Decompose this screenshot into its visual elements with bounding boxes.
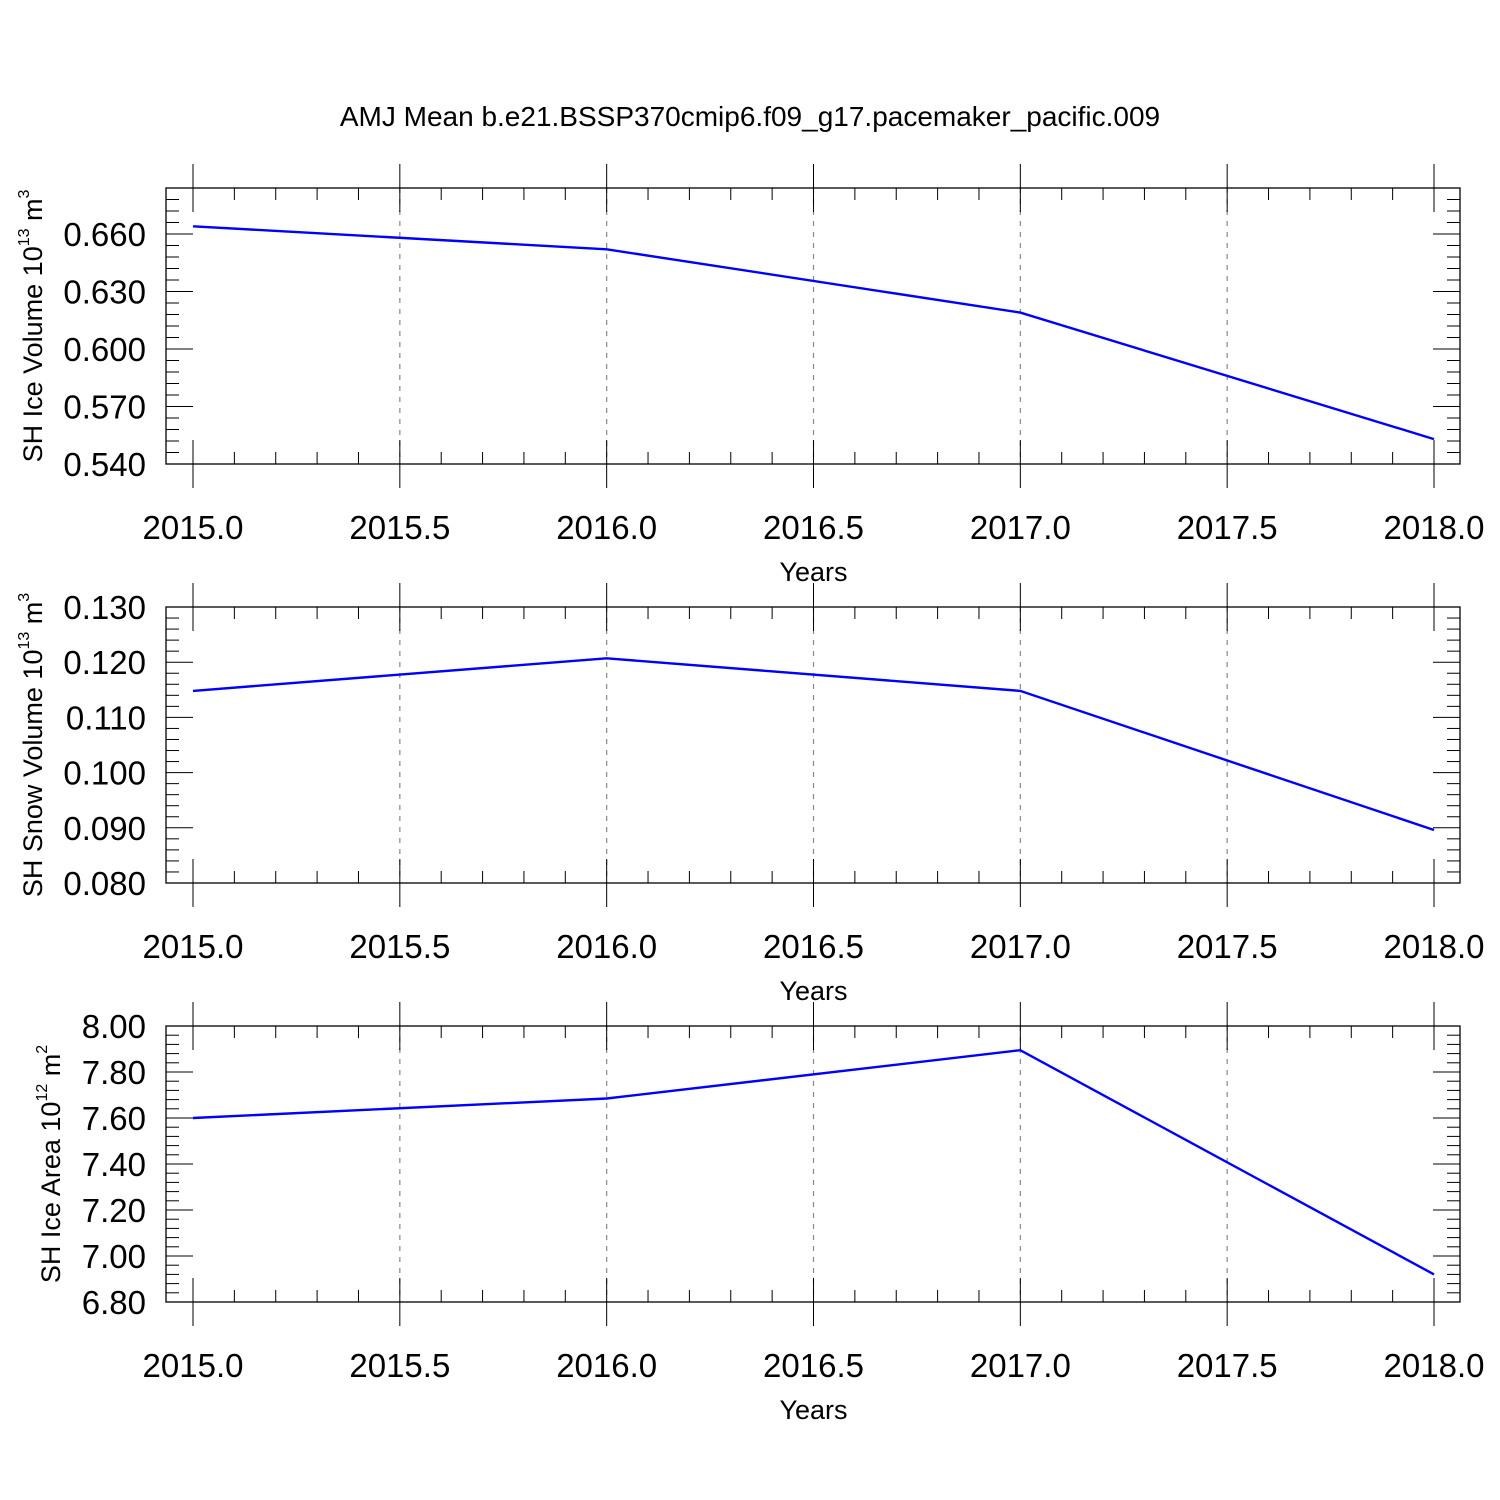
- y-tick-label: 0.100: [63, 755, 146, 792]
- y-axis-label: SH Ice Volume 1013 m3: [16, 189, 48, 462]
- series-line: [192, 1048, 1435, 1276]
- series-line: [192, 657, 1435, 832]
- y-axis-label-text: SH Ice Volume 10: [18, 246, 48, 462]
- x-tick-label: 2017.5: [1177, 509, 1278, 546]
- y-axis-label-unit-exponent: 2: [34, 1045, 51, 1054]
- y-tick-label: 0.080: [63, 865, 146, 902]
- y-tick-label: 8.00: [82, 1008, 146, 1045]
- x-tick-label: 2016.0: [556, 928, 657, 965]
- y-tick-label: 0.540: [63, 446, 146, 483]
- y-tick-label: 7.80: [82, 1054, 146, 1091]
- x-tick-label: 2017.5: [1177, 928, 1278, 965]
- y-tick-label: 0.600: [63, 331, 146, 368]
- chart-panel-3: 2015.0 2015.5 2016.0 2016.5 2017.0 2017.5 2018…: [34, 1002, 1484, 1425]
- y-tick-label: 0.570: [63, 389, 146, 426]
- y-axis-label-exponent: 13: [16, 632, 33, 650]
- y-tick-label: 0.130: [63, 589, 146, 626]
- x-axis-label: Years: [779, 557, 847, 587]
- y-axis-label-unit-exponent: 3: [16, 189, 33, 198]
- y-axis-label-unit-exponent: 3: [16, 593, 33, 602]
- x-tick-label: 2017.0: [970, 509, 1071, 546]
- x-tick-label: 2016.0: [556, 1347, 657, 1384]
- y-tick-label: 0.630: [63, 274, 146, 311]
- y-tick-label: 0.120: [63, 644, 146, 681]
- chart-panel-1: 2015.0 2015.5 2016.0 2016.5 2017.0 2017.5 2018…: [16, 164, 1484, 587]
- series-line: [192, 225, 1435, 441]
- y-axis-label-unit: m: [18, 602, 48, 632]
- x-tick-label: 2016.5: [763, 1347, 864, 1384]
- y-axis-label-text: SH Ice Area 10: [36, 1102, 66, 1284]
- y-tick-label: 0.090: [63, 810, 146, 847]
- y-axis-label-exponent: 12: [34, 1084, 51, 1102]
- figure-title: AMJ Mean b.e21.BSSP370cmip6.f09_g17.pace…: [340, 101, 1160, 132]
- x-tick-label: 2017.0: [970, 928, 1071, 965]
- y-axis-label: SH Ice Area 1012 m2: [34, 1045, 66, 1283]
- x-tick-label: 2016.5: [763, 928, 864, 965]
- y-axis-label-text: SH Snow Volume 10: [18, 650, 48, 898]
- x-tick-label: 2017.5: [1177, 1347, 1278, 1384]
- y-tick-label: 6.80: [82, 1284, 146, 1321]
- y-tick-label: 0.110: [66, 699, 146, 736]
- x-tick-label: 2015.5: [349, 928, 450, 965]
- x-tick-label: 2015.0: [143, 928, 244, 965]
- x-tick-label: 2018.0: [1384, 928, 1485, 965]
- y-axis-label-unit: m: [36, 1054, 66, 1084]
- y-tick-label: 7.60: [82, 1100, 146, 1137]
- y-tick-label: 7.20: [82, 1192, 146, 1229]
- x-tick-label: 2017.0: [970, 1347, 1071, 1384]
- x-axis-label: Years: [779, 1395, 847, 1425]
- y-tick-label: 0.660: [63, 216, 146, 253]
- y-tick-label: 7.40: [82, 1146, 146, 1183]
- x-tick-label: 2018.0: [1384, 1347, 1485, 1384]
- x-axis-label: Years: [779, 976, 847, 1006]
- x-tick-label: 2016.0: [556, 509, 657, 546]
- chart-panel-2: 2015.0 2015.5 2016.0 2016.5 2017.0 2017.5 2018…: [16, 583, 1484, 1006]
- y-axis-label-unit: m: [18, 198, 48, 228]
- x-tick-label: 2015.0: [143, 1347, 244, 1384]
- panels: 2015.0 2015.5 2016.0 2016.5 2017.0 2017.5 2018…: [16, 164, 1484, 1425]
- x-tick-label: 2016.5: [763, 509, 864, 546]
- x-tick-label: 2015.5: [349, 1347, 450, 1384]
- x-tick-label: 2015.5: [349, 509, 450, 546]
- x-tick-label: 2015.0: [143, 509, 244, 546]
- x-tick-label: 2018.0: [1384, 509, 1485, 546]
- y-tick-label: 7.00: [82, 1238, 146, 1275]
- y-axis-label-exponent: 13: [16, 228, 33, 246]
- y-axis-label: SH Snow Volume 1013 m3: [16, 593, 48, 897]
